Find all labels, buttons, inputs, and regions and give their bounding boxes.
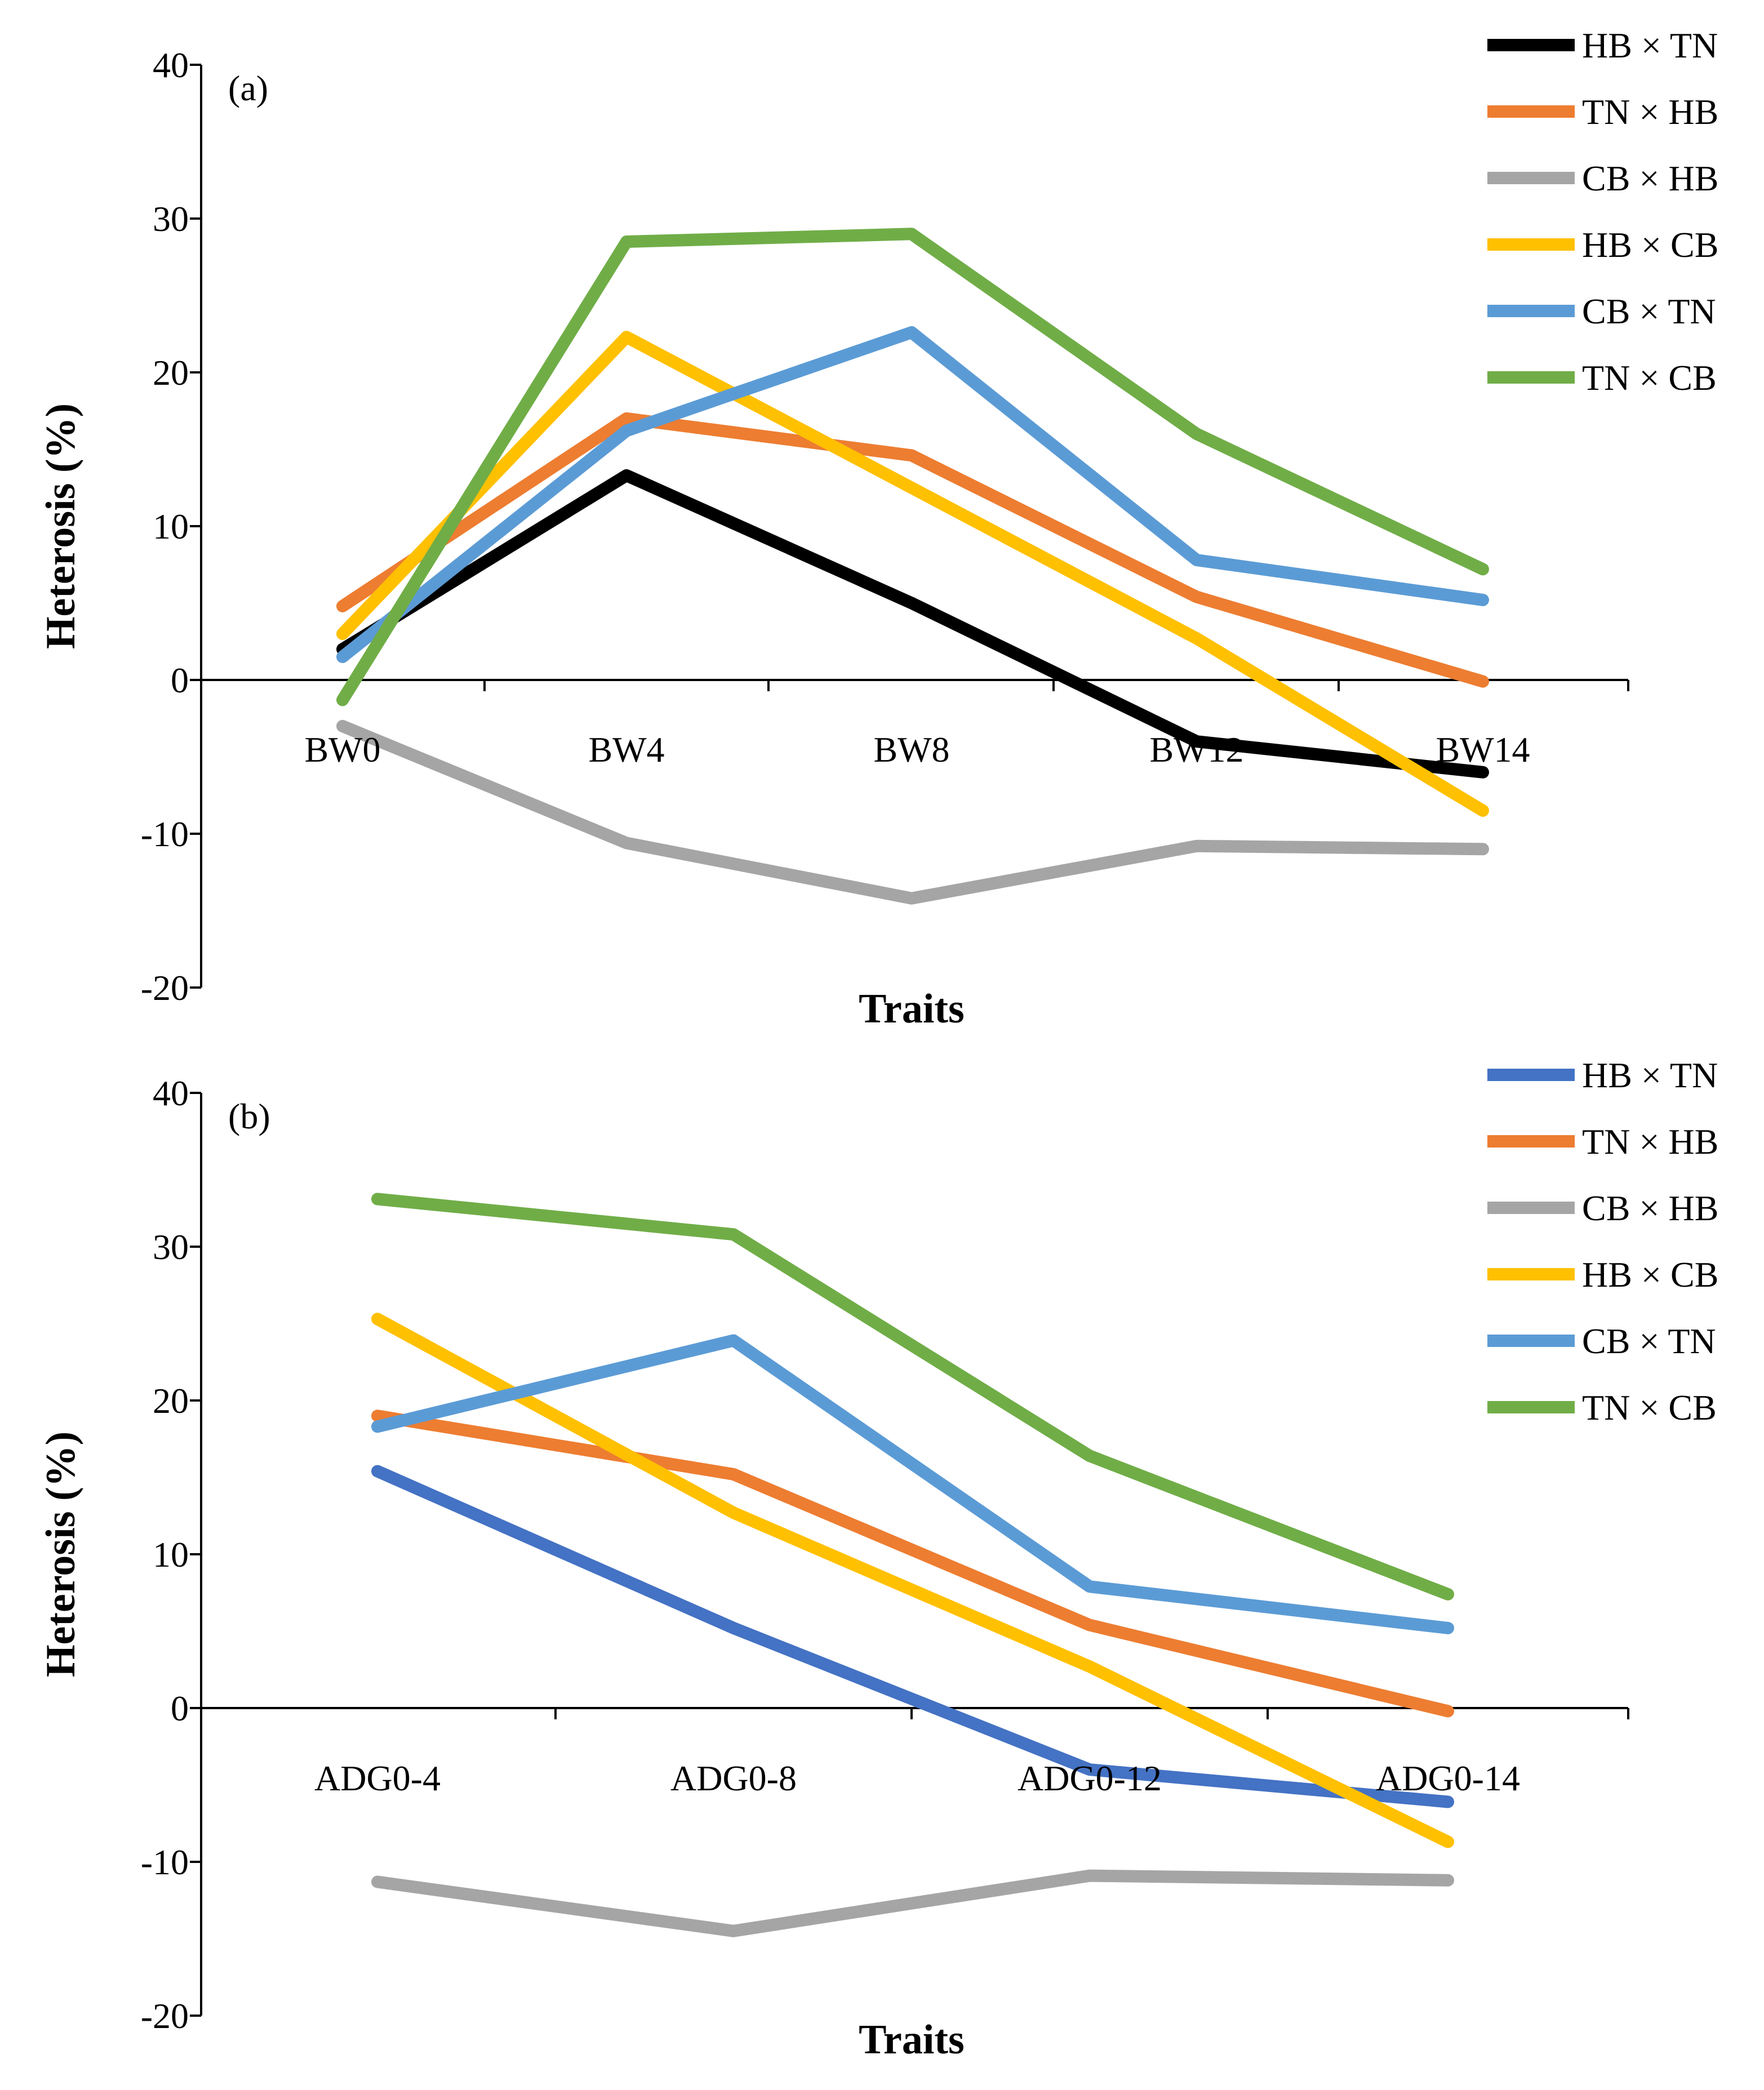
category-label: ADG0-12 bbox=[1017, 1758, 1162, 1798]
category-label: BW14 bbox=[1436, 730, 1530, 770]
panel-a: -20 -10 0 10 20 30 40 BW0 BW4 BW8 BW12 BW14 (a) He… bbox=[38, 25, 1718, 1032]
y-tick-label: 40 bbox=[153, 45, 189, 85]
series-line-5 bbox=[371, 1334, 1454, 1634]
legend: HB × TN TN × HB CB × HB HB × CB CB × TN TN × … bbox=[1487, 1055, 1718, 1428]
series-lines bbox=[371, 1193, 1454, 1937]
y-ticks: -20 -10 0 10 20 30 40 bbox=[141, 45, 201, 1008]
series-line-2 bbox=[371, 1409, 1454, 1718]
y-axis-title: Heterosis (%) bbox=[38, 1431, 84, 1677]
legend-label: HB × CB bbox=[1582, 1255, 1718, 1295]
y-tick-label: 0 bbox=[171, 1688, 189, 1728]
legend-label: TN × CB bbox=[1582, 1388, 1717, 1428]
x-axis-title: Traits bbox=[859, 2017, 965, 2063]
y-tick-label: -20 bbox=[141, 1996, 189, 2036]
series-line-1 bbox=[371, 1465, 1454, 1808]
category-label: ADG0-4 bbox=[314, 1758, 441, 1798]
legend-label: CB × HB bbox=[1582, 1188, 1718, 1228]
category-labels: ADG0-4 ADG0-8 ADG0-12 ADG0-14 bbox=[314, 1758, 1520, 1798]
panel-label: (b) bbox=[228, 1096, 270, 1136]
legend-label: HB × TN bbox=[1582, 25, 1718, 65]
y-tick-label: 30 bbox=[153, 1227, 189, 1267]
x-axis-title: Traits bbox=[859, 986, 965, 1032]
y-tick-label: -20 bbox=[141, 968, 189, 1008]
category-label: BW12 bbox=[1149, 730, 1243, 770]
legend-label: CB × HB bbox=[1582, 158, 1718, 198]
legend-label: HB × TN bbox=[1582, 1055, 1718, 1095]
x-ticks bbox=[200, 1708, 1629, 1719]
series-line-6 bbox=[336, 228, 1489, 706]
legend-label: HB × CB bbox=[1582, 225, 1718, 265]
series-line-3 bbox=[336, 719, 1489, 905]
series-line-4 bbox=[336, 331, 1489, 817]
category-label: BW0 bbox=[304, 730, 380, 770]
y-axis-title: Heterosis (%) bbox=[38, 403, 84, 649]
y-tick-label: 20 bbox=[153, 353, 189, 393]
legend-label: CB × TN bbox=[1582, 291, 1716, 331]
category-labels: BW0 BW4 BW8 BW12 BW14 bbox=[304, 730, 1530, 770]
y-ticks: -20 -10 0 10 20 30 40 bbox=[141, 1073, 201, 2036]
y-tick-label: 10 bbox=[153, 506, 189, 546]
legend-label: TN × HB bbox=[1582, 92, 1718, 132]
legend-label: TN × HB bbox=[1582, 1122, 1718, 1162]
y-tick-label: 0 bbox=[171, 660, 189, 700]
category-label: ADG0-8 bbox=[670, 1758, 797, 1798]
legend-label: CB × TN bbox=[1582, 1321, 1716, 1361]
series-line-5 bbox=[336, 326, 1489, 663]
y-tick-label: 20 bbox=[153, 1381, 189, 1421]
y-tick-label: -10 bbox=[141, 814, 189, 854]
category-label: ADG0-14 bbox=[1376, 1758, 1520, 1798]
y-tick-label: -10 bbox=[141, 1842, 189, 1882]
category-label: BW4 bbox=[588, 730, 664, 770]
y-tick-label: 30 bbox=[153, 199, 189, 239]
y-tick-label: 40 bbox=[153, 1073, 189, 1113]
category-label: BW8 bbox=[873, 730, 949, 770]
series-line-1 bbox=[336, 469, 1489, 779]
legend: HB × TN TN × HB CB × HB HB × CB CB × TN TN × … bbox=[1487, 25, 1718, 398]
x-ticks bbox=[200, 680, 1629, 691]
panel-label: (a) bbox=[228, 68, 268, 108]
series-line-6 bbox=[371, 1193, 1454, 1600]
y-tick-label: 10 bbox=[153, 1535, 189, 1575]
series-line-2 bbox=[336, 412, 1489, 688]
series-line-4 bbox=[371, 1313, 1454, 1848]
series-line-3 bbox=[371, 1869, 1454, 1937]
series-lines bbox=[336, 228, 1489, 905]
legend-label: TN × CB bbox=[1582, 358, 1717, 398]
